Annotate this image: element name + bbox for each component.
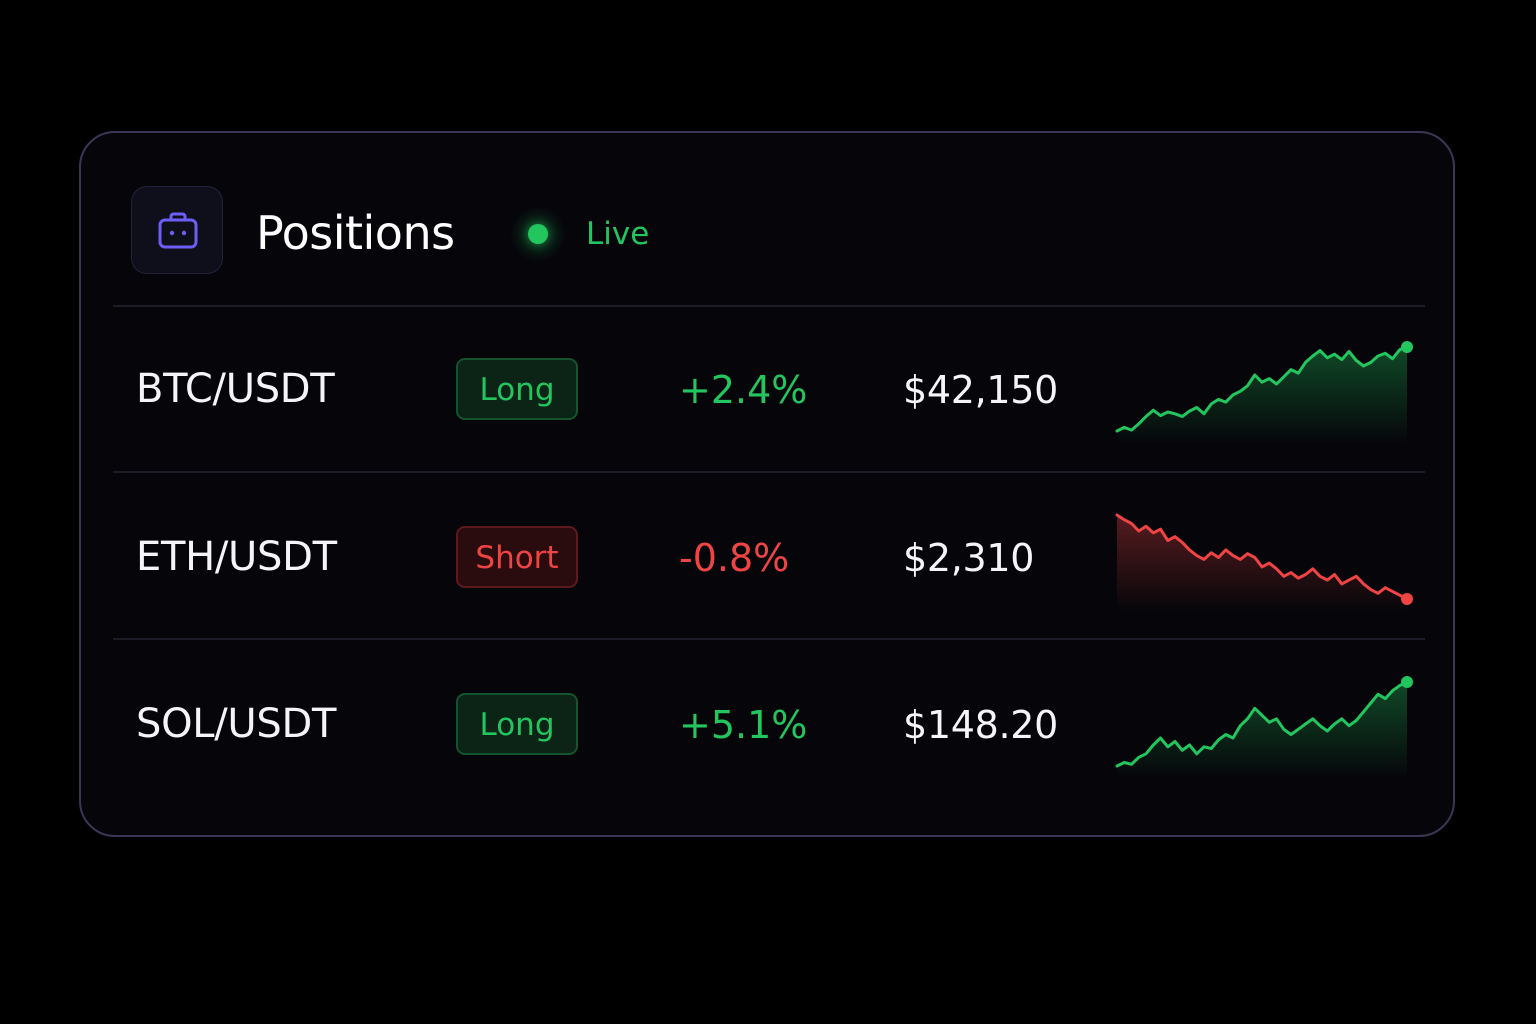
sparkline-end-point (1401, 341, 1413, 353)
sparkline-chart (1115, 513, 1413, 611)
card-header: Positions Live (81, 133, 1453, 305)
sparkline-line (1115, 680, 1409, 768)
side-badge: Long (456, 693, 578, 755)
sparkline-end-point (1401, 676, 1413, 688)
sparkline-end-point (1401, 593, 1413, 605)
pair-name: SOL/USDT (136, 701, 337, 747)
side-badge: Short (456, 526, 578, 588)
change-percent: +5.1% (679, 703, 808, 747)
briefcase-icon-box (131, 186, 223, 274)
price-value: $148.20 (903, 703, 1059, 747)
positions-card: Positions Live BTC/USDT Long +2.4% $42,1… (79, 131, 1455, 837)
live-indicator (511, 207, 565, 261)
sparkline-line (1115, 513, 1409, 601)
change-percent: -0.8% (679, 536, 790, 580)
side-badge: Long (456, 358, 578, 420)
briefcase-icon (158, 212, 198, 249)
change-percent: +2.4% (679, 368, 808, 412)
pair-name: ETH/USDT (136, 534, 337, 580)
sparkline-area (1117, 682, 1407, 778)
price-value: $2,310 (903, 536, 1035, 580)
sparkline-chart (1115, 341, 1413, 443)
live-status-label: Live (586, 216, 650, 252)
row-divider (113, 471, 1425, 473)
position-row-eth[interactable]: ETH/USDT Short -0.8% $2,310 (81, 473, 1453, 639)
sparkline-area (1117, 515, 1407, 611)
live-dot-icon (528, 224, 548, 244)
header-divider (113, 305, 1425, 307)
pair-name: BTC/USDT (136, 366, 335, 412)
position-row-sol[interactable]: SOL/USDT Long +5.1% $148.20 (81, 640, 1453, 806)
row-divider (113, 638, 1425, 640)
sparkline-line (1115, 345, 1409, 433)
price-value: $42,150 (903, 368, 1059, 412)
sparkline-chart (1115, 676, 1413, 778)
sparkline-area (1117, 347, 1407, 443)
position-row-btc[interactable]: BTC/USDT Long +2.4% $42,150 (81, 305, 1453, 471)
panel-title: Positions (256, 206, 455, 260)
